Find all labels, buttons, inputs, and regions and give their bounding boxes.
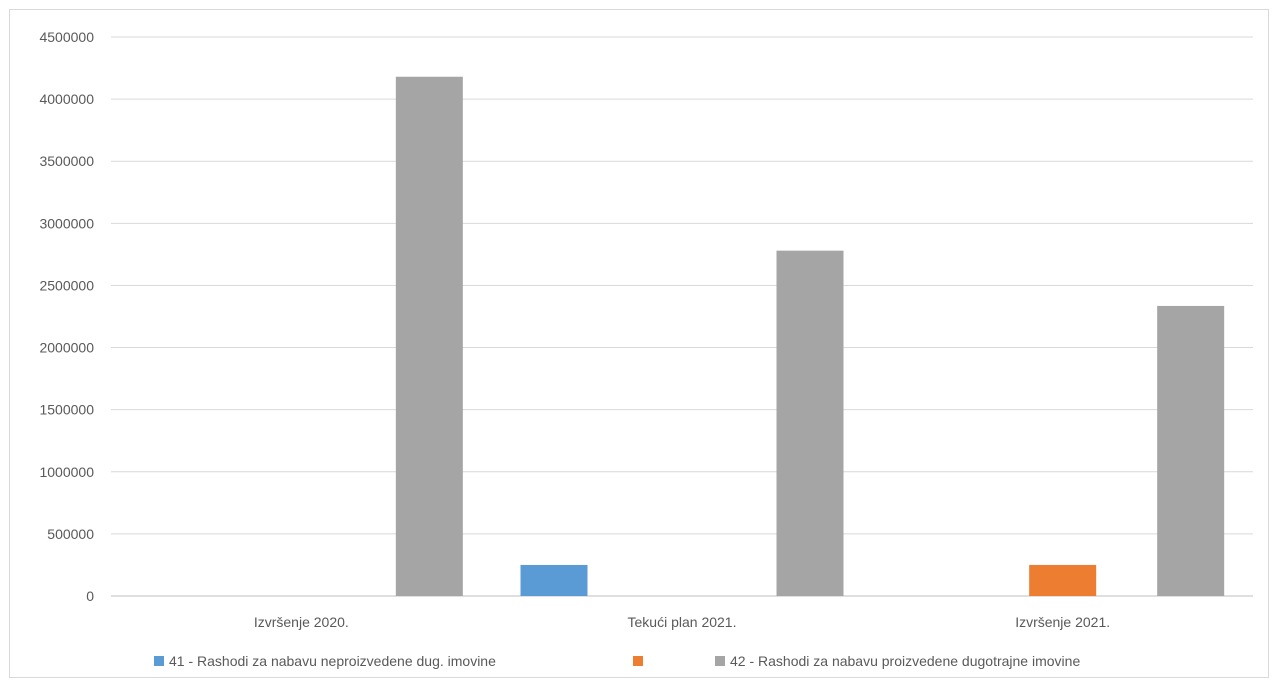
y-tick-label: 0 — [86, 588, 94, 604]
y-tick-label: 2000000 — [39, 340, 94, 356]
legend: 41 - Rashodi za nabavu neproizvedene dug… — [154, 653, 1080, 669]
bars — [395, 76, 1225, 597]
bar-series-3-cat-2 — [776, 250, 844, 596]
bar-series-2-cat-3 — [1029, 564, 1097, 596]
x-category-label: Tekući plan 2021. — [628, 614, 737, 630]
y-tick-label: 2500000 — [39, 277, 94, 293]
legend-swatch-3 — [715, 656, 725, 666]
x-category-label: Izvršenje 2020. — [254, 614, 349, 630]
gridlines — [111, 36, 1253, 597]
y-tick-label: 4000000 — [39, 91, 94, 107]
y-tick-label: 4500000 — [39, 29, 94, 45]
y-axis: 0 500000 1000000 1500000 2000000 2500000 30000… — [39, 29, 94, 604]
x-category-label: Izvršenje 2021. — [1015, 614, 1110, 630]
y-tick-label: 1000000 — [39, 464, 94, 480]
y-tick-label: 1500000 — [39, 402, 94, 418]
bar-series-1-cat-2 — [520, 564, 588, 596]
legend-swatch-2 — [633, 656, 643, 666]
y-tick-label: 3000000 — [39, 215, 94, 231]
legend-label-3: 42 - Rashodi za nabavu proizvedene dugot… — [730, 653, 1080, 669]
legend-swatch-1 — [154, 656, 164, 666]
bar-series-3-cat-1 — [395, 76, 463, 597]
y-tick-label: 500000 — [47, 526, 94, 542]
bar-series-3-cat-3 — [1157, 305, 1225, 596]
y-tick-label: 3500000 — [39, 153, 94, 169]
x-axis: Izvršenje 2020. Tekući plan 2021. Izvršenj… — [254, 614, 1110, 630]
legend-label-1: 41 - Rashodi za nabavu neproizvedene dug… — [169, 653, 496, 669]
